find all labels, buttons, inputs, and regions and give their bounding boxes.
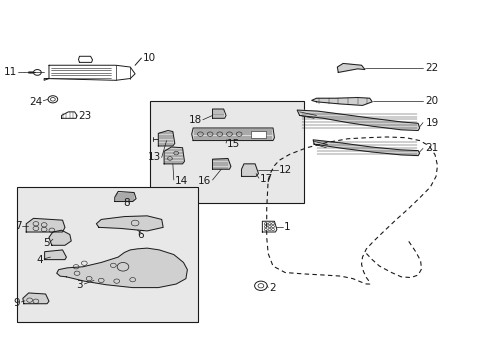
- Bar: [149, 101, 304, 203]
- Text: 12: 12: [279, 165, 292, 175]
- Polygon shape: [312, 140, 419, 156]
- Text: 24: 24: [29, 97, 42, 107]
- Text: 8: 8: [123, 198, 130, 208]
- Polygon shape: [57, 248, 187, 288]
- Polygon shape: [115, 192, 136, 202]
- Text: 14: 14: [174, 176, 188, 186]
- Text: 16: 16: [198, 176, 211, 186]
- Polygon shape: [164, 147, 184, 164]
- Text: 23: 23: [78, 111, 91, 121]
- Polygon shape: [23, 293, 49, 304]
- Polygon shape: [96, 216, 163, 231]
- Polygon shape: [158, 131, 174, 146]
- Polygon shape: [49, 230, 71, 245]
- Text: 1: 1: [284, 222, 290, 231]
- Polygon shape: [297, 110, 419, 131]
- Text: 3: 3: [76, 280, 82, 290]
- Polygon shape: [26, 219, 65, 232]
- Polygon shape: [44, 250, 66, 260]
- Text: 10: 10: [142, 53, 156, 63]
- Text: 20: 20: [425, 96, 438, 106]
- Polygon shape: [241, 164, 258, 176]
- Text: 21: 21: [425, 143, 438, 153]
- Polygon shape: [212, 158, 230, 169]
- Bar: [17, 187, 198, 321]
- Text: 17: 17: [260, 174, 273, 184]
- Text: 22: 22: [425, 63, 438, 73]
- Text: 13: 13: [147, 152, 161, 162]
- Text: 5: 5: [43, 238, 49, 248]
- Text: 9: 9: [14, 298, 20, 308]
- Polygon shape: [311, 98, 371, 105]
- Text: 7: 7: [15, 221, 21, 231]
- Text: 6: 6: [137, 230, 143, 239]
- Text: 2: 2: [269, 283, 276, 293]
- Polygon shape: [191, 128, 274, 140]
- Text: 4: 4: [37, 255, 43, 265]
- Polygon shape: [337, 63, 364, 72]
- Text: 19: 19: [425, 118, 438, 128]
- Text: 18: 18: [188, 115, 202, 125]
- Text: 11: 11: [3, 67, 17, 77]
- Bar: [251, 131, 265, 138]
- Text: 15: 15: [226, 139, 240, 149]
